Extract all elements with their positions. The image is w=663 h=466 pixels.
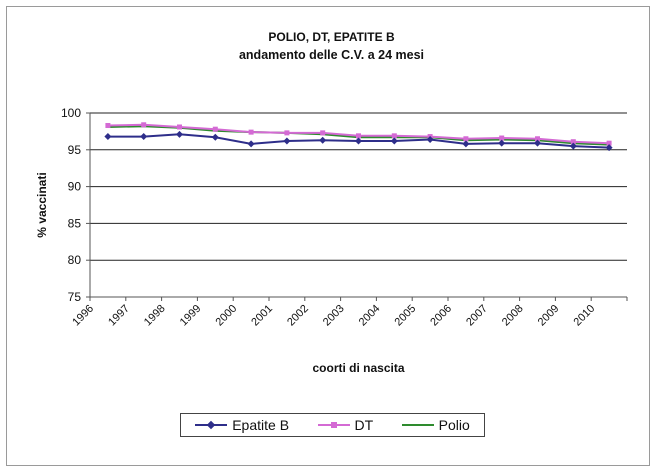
chart-frame [6,6,650,466]
x-tick-label: 1997 [106,303,132,329]
legend-swatch [195,420,228,430]
x-tick-label: 2000 [214,303,240,329]
data-point [104,133,112,141]
x-tick-label: 2002 [285,303,311,329]
data-point [247,140,255,148]
data-point [140,133,148,141]
x-tick-label: 2008 [500,303,526,329]
data-point [534,139,541,147]
x-axis-title: coorti di nascita [312,361,404,375]
data-point [284,130,290,136]
data-point [570,139,576,145]
data-point [498,139,506,147]
legend-label: Epatite B [232,417,290,433]
y-tick-label: 85 [68,216,82,230]
data-point [499,135,505,141]
data-point [319,136,327,144]
legend-swatch [401,420,434,430]
x-tick-label: 2003 [321,303,347,329]
x-tick-label: 2001 [249,303,275,329]
y-tick-label: 100 [61,106,81,120]
data-point [390,137,398,145]
legend-item: Epatite B [195,417,289,433]
data-point [356,133,361,139]
legend-swatch [317,420,350,430]
data-point [463,136,469,142]
legend-label: DT [354,417,374,433]
chart-title: POLIO, DT, EPATITE B [268,30,395,44]
data-point [391,133,397,139]
y-tick-label: 80 [68,253,82,267]
data-point [283,137,291,145]
data-point [211,133,219,141]
x-tick-label: 2010 [572,303,598,329]
x-tick-label: 2004 [357,303,383,329]
y-tick-label: 75 [68,290,82,304]
y-axis-title: % vaccinati [35,172,49,237]
legend-item: DT [317,417,374,433]
line-chart: 75 80 85 90 95 100 1996 1997 1998 1999 2000 2001 200… [35,106,628,375]
data-point [212,126,218,132]
y-tick-label: 90 [68,180,82,194]
chart-subtitle: andamento delle C.V. a 24 mesi [238,48,425,62]
x-tick-label: 2006 [428,303,454,329]
legend-label: Polio [438,417,470,433]
data-point [462,140,470,148]
x-tick-label: 1996 [70,303,96,329]
data-point [605,144,613,152]
x-tick-label: 2009 [536,303,562,329]
x-tick-label: 2005 [393,303,419,329]
x-tick-label: 1999 [178,303,204,329]
x-tick-label: 1998 [142,303,168,329]
y-tick-label: 95 [68,143,82,157]
x-tick-label: 2007 [464,303,490,329]
data-point [606,140,612,146]
data-point [535,136,540,142]
data-point [176,130,183,138]
chart-legend: Epatite B DT Polio [180,413,485,437]
data-point [177,124,182,130]
data-point [248,129,254,135]
data-point [569,142,577,150]
data-point [105,123,111,129]
data-point [320,130,326,136]
data-point [426,135,434,143]
data-point [141,122,147,128]
data-point [355,137,362,145]
legend-item: Polio [401,417,470,433]
